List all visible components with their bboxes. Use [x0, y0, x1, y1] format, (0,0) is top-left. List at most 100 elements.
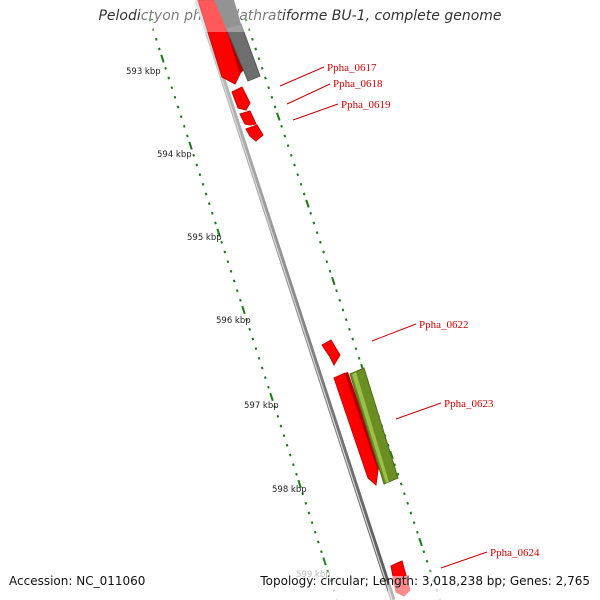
gene-label-ppha-0618[interactable]: Ppha_0618 — [333, 78, 383, 90]
scale-tick — [223, 250, 227, 254]
scale-tick — [344, 318, 348, 322]
gene-features — [197, 0, 418, 600]
scale-tick — [267, 385, 270, 389]
scale-tick — [328, 269, 332, 273]
gene-ppha-0619-shape[interactable] — [245, 124, 264, 142]
scale-tick — [195, 163, 199, 167]
scale-tick — [309, 211, 312, 215]
scale-tick — [201, 182, 205, 186]
gene-green-highlight — [352, 372, 389, 483]
scale-tick — [335, 598, 339, 600]
scale-label: 596 kbp — [216, 316, 251, 326]
scale-tick — [182, 124, 186, 128]
scale-tick — [273, 105, 277, 109]
scale-tick — [198, 173, 202, 177]
scale-tick — [239, 298, 242, 302]
scale-tick — [276, 414, 280, 418]
scale-label-faded: 599 kbp — [296, 570, 331, 580]
scale-tick — [416, 530, 419, 534]
scale-tick — [257, 57, 261, 61]
scale-tick — [335, 289, 338, 293]
scale-tick — [322, 557, 327, 566]
scale-tick — [357, 356, 361, 360]
scale-tick — [254, 47, 258, 51]
gene-ppha-0623-shape[interactable] — [333, 372, 379, 486]
gene-small-shape[interactable] — [239, 110, 257, 126]
scale-tick — [179, 115, 183, 119]
gene-label-ppha-0617[interactable]: Ppha_0617 — [327, 62, 377, 74]
scale-tick — [285, 443, 289, 447]
scale-tick — [264, 76, 267, 80]
scale-tick — [247, 28, 251, 32]
gene-label-ppha-0624[interactable]: Ppha_0624 — [490, 547, 540, 559]
scale-tick — [302, 192, 306, 196]
scale-tick — [301, 492, 305, 496]
scale-tick — [293, 163, 296, 167]
gene-grey-shape[interactable] — [225, 23, 261, 82]
gene-label-ppha-0619[interactable]: Ppha_0619 — [341, 99, 391, 111]
scale-tick — [254, 347, 258, 351]
scale-tick — [283, 134, 287, 138]
scale-tick — [296, 173, 300, 177]
scale-labels: 593 kbp 594 kbp 595 kbp 596 kbp 597 kbp … — [126, 67, 331, 580]
scale-tick — [282, 434, 286, 438]
top-fade — [140, 0, 280, 32]
scale-tick — [304, 501, 308, 505]
scale-tick — [158, 47, 161, 51]
scale-tick — [226, 260, 230, 264]
scale-tick — [188, 141, 193, 150]
scale-tick — [438, 598, 442, 600]
scale-tick — [207, 202, 211, 206]
scale-tick — [280, 124, 283, 128]
scale-label: 597 kbp — [244, 401, 279, 411]
scale-tick — [164, 66, 167, 70]
gene-ppha-0618-shape[interactable] — [231, 86, 251, 111]
scale-tick — [273, 405, 276, 409]
scale-tick — [270, 95, 274, 99]
callout-line-ppha-0617 — [279, 66, 325, 87]
scale-tick — [241, 305, 246, 315]
gene-label-ppha-0622[interactable]: Ppha_0622 — [419, 319, 469, 331]
gene-ppha-0622-shape[interactable] — [321, 339, 341, 367]
scale-tick — [332, 588, 336, 592]
scale-tick — [251, 337, 255, 341]
scale-tick — [412, 521, 416, 525]
scale-tick — [331, 276, 336, 286]
scale-tick — [409, 511, 413, 515]
scale-label: 598 kbp — [272, 485, 307, 495]
accession-text: Accession: NC_011060 — [9, 574, 146, 588]
scale-tick — [176, 105, 180, 109]
scale-tick — [320, 550, 323, 554]
scale-tick — [422, 550, 426, 554]
gene-labels: Ppha_0617 Ppha_0618 Ppha_0619 Ppha_0622 … — [327, 62, 540, 559]
scale-tick — [325, 260, 329, 264]
scale-tick — [428, 569, 432, 573]
scale-tick — [307, 511, 311, 515]
scale-tick — [316, 540, 320, 544]
scale-tick — [312, 221, 316, 225]
scale-tick — [257, 356, 261, 360]
scale-tick — [279, 424, 283, 428]
scale-tick — [251, 37, 254, 41]
scale-tick — [432, 579, 435, 583]
scale-tick — [235, 289, 239, 293]
scale-tick — [216, 228, 221, 237]
scale-tick — [229, 269, 233, 273]
scale-tick — [211, 211, 214, 215]
scale-tick — [154, 37, 158, 41]
gene-ppha-0617-shape[interactable] — [197, 0, 241, 85]
scale-tick — [329, 579, 333, 583]
scale-tick — [192, 153, 195, 157]
scale-tick — [170, 86, 174, 90]
scale-tick — [297, 479, 302, 489]
gene-label-ppha-0623[interactable]: Ppha_0623 — [444, 398, 494, 410]
scale-tick — [276, 112, 281, 121]
scale-tick — [354, 347, 358, 351]
scale-tick — [260, 66, 264, 70]
gene-ppha-0624-fade — [388, 576, 418, 600]
scale-tick — [299, 182, 303, 186]
summary-text: Topology: circular; Length: 3,018,238 bp… — [260, 574, 590, 588]
callout-line-ppha-0623 — [395, 402, 442, 420]
scale-tick — [393, 463, 397, 467]
